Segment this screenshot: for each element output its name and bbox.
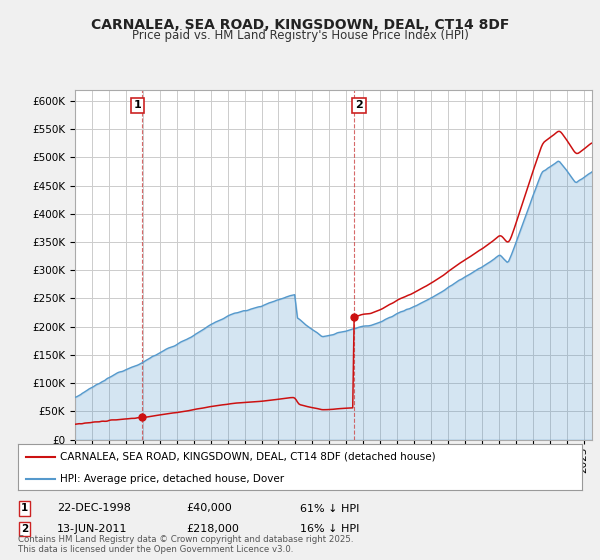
Text: 16% ↓ HPI: 16% ↓ HPI [300, 524, 359, 534]
Text: 1: 1 [21, 503, 28, 514]
Point [137, 413, 147, 422]
Text: £40,000: £40,000 [186, 503, 232, 514]
Text: Price paid vs. HM Land Registry's House Price Index (HPI): Price paid vs. HM Land Registry's House … [131, 29, 469, 42]
Text: 61% ↓ HPI: 61% ↓ HPI [300, 503, 359, 514]
Text: CARNALEA, SEA ROAD, KINGSDOWN, DEAL, CT14 8DF (detached house): CARNALEA, SEA ROAD, KINGSDOWN, DEAL, CT1… [60, 452, 436, 462]
Point [349, 312, 359, 321]
Text: 1: 1 [133, 100, 141, 110]
Text: 22-DEC-1998: 22-DEC-1998 [57, 503, 131, 514]
Text: £218,000: £218,000 [186, 524, 239, 534]
Text: HPI: Average price, detached house, Dover: HPI: Average price, detached house, Dove… [60, 474, 284, 483]
Text: 13-JUN-2011: 13-JUN-2011 [57, 524, 128, 534]
Text: 2: 2 [21, 524, 28, 534]
Text: 2: 2 [355, 100, 363, 110]
Text: CARNALEA, SEA ROAD, KINGSDOWN, DEAL, CT14 8DF: CARNALEA, SEA ROAD, KINGSDOWN, DEAL, CT1… [91, 18, 509, 32]
Text: Contains HM Land Registry data © Crown copyright and database right 2025.
This d: Contains HM Land Registry data © Crown c… [18, 535, 353, 554]
